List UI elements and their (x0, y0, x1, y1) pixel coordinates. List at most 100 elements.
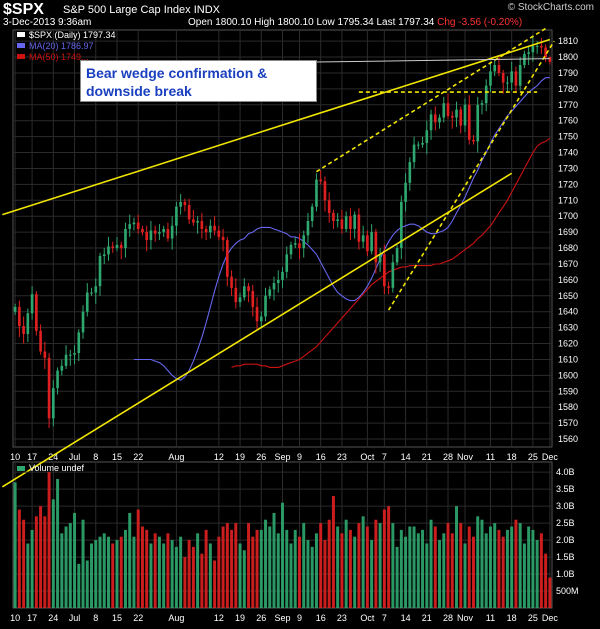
volume-bar (272, 512, 276, 608)
date-tick-label: Dec (542, 613, 559, 623)
candle (391, 262, 395, 288)
volume-bar (378, 523, 382, 608)
date-tick-label: 9 (297, 613, 302, 623)
volume-bar (336, 526, 340, 608)
candle (484, 85, 488, 104)
candle (340, 219, 344, 229)
candle (111, 246, 115, 249)
candle (298, 243, 301, 249)
volume-bar (242, 550, 246, 608)
candle (128, 224, 132, 229)
date-tick-label: 7 (382, 452, 387, 462)
volume-bar (174, 546, 178, 608)
volume-bar (527, 526, 531, 608)
candle (26, 313, 30, 334)
trendline-1 (2, 38, 551, 216)
volume-bar (416, 533, 420, 608)
legend-ma50-swatch (17, 54, 25, 59)
volume-bar (34, 516, 38, 608)
volume-bar (429, 519, 433, 608)
volume-bar (497, 529, 501, 608)
date-tick-label: 21 (422, 613, 432, 623)
volume-tick-label: 500M (556, 586, 579, 596)
volume-bar (51, 499, 55, 608)
price-tick-label: 1570 (558, 418, 578, 428)
price-tick-label: 1590 (558, 386, 578, 396)
ma20-line (134, 77, 550, 381)
candle (77, 332, 81, 354)
volume-bar (81, 519, 85, 608)
volume-bar (145, 529, 149, 608)
candle (493, 65, 497, 72)
date-tick-label: 14 (401, 452, 411, 462)
candle (293, 243, 297, 245)
quote-datetime: 3-Dec-2013 9:36am (3, 17, 92, 28)
date-tick-label: 21 (422, 452, 432, 462)
candle (136, 222, 140, 229)
candle (412, 144, 416, 163)
candle (349, 216, 352, 229)
date-tick-label: 25 (528, 452, 538, 462)
volume-bar (421, 529, 425, 608)
volume-bar (412, 526, 416, 608)
candle (400, 201, 403, 249)
volume-bar (119, 536, 123, 608)
candle (472, 139, 475, 142)
date-tick-label: 12 (214, 452, 224, 462)
candle (285, 254, 289, 272)
date-tick-label: 18 (507, 613, 517, 623)
date-tick-label: Nov (457, 452, 474, 462)
volume-bar (213, 560, 217, 608)
volume-bar (123, 529, 127, 608)
volume-bar (268, 526, 272, 608)
volume-bar (204, 529, 208, 608)
index-name: S&P 500 Large Cap Index INDX (63, 4, 220, 16)
candle (247, 286, 250, 292)
price-tick-label: 1560 (558, 434, 578, 444)
candle (264, 295, 267, 317)
candle (141, 228, 144, 233)
trendline-2 (1, 172, 513, 488)
date-tick-label: 28 (443, 613, 453, 623)
candle (200, 220, 204, 229)
price-tick-label: 1580 (558, 402, 578, 412)
legend-ma20-swatch (17, 43, 25, 48)
volume-bar (234, 523, 238, 608)
annotation-line-1: Bear wedge confirmation & (86, 65, 268, 81)
candle (497, 65, 501, 73)
volume-tick-label: 4.0B (556, 467, 575, 477)
candle (540, 45, 543, 48)
candle (22, 326, 25, 334)
volume-bar (387, 506, 391, 608)
candle (357, 214, 361, 242)
date-tick-label: 15 (112, 613, 122, 623)
candle (170, 225, 174, 239)
candle (395, 248, 399, 263)
volume-bar (438, 540, 442, 608)
volume-bar (64, 526, 68, 608)
volume-bar (476, 516, 480, 608)
volume-bar (446, 523, 450, 608)
volume-bar (510, 526, 514, 608)
volume-bar (306, 540, 310, 608)
date-tick-label: Sep (274, 613, 290, 623)
volume-bar (255, 529, 259, 608)
price-tick-label: 1760 (558, 116, 578, 126)
price-tick-label: 1730 (558, 163, 578, 173)
candle (132, 222, 136, 225)
date-tick-label: 23 (337, 452, 347, 462)
volume-tick-label: 2.0B (556, 535, 575, 545)
candle (548, 56, 552, 62)
date-tick-label: 26 (256, 613, 266, 623)
volume-tick-label: 1.0B (556, 569, 575, 579)
date-tick-label: 10 (10, 613, 20, 623)
candle (192, 219, 195, 223)
candle (281, 271, 284, 280)
volume-bar (314, 533, 318, 608)
candle (450, 115, 454, 118)
price-tick-label: 1790 (558, 68, 578, 78)
candle (56, 370, 59, 389)
candle (323, 181, 327, 201)
candle (408, 162, 412, 183)
volume-bar (60, 533, 64, 608)
